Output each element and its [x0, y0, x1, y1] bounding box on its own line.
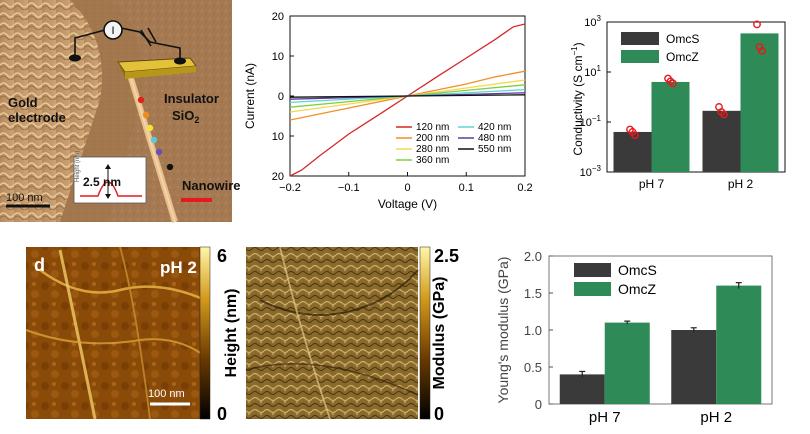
- y-axis-label: Young's modulus (GPa): [495, 257, 511, 404]
- nanowire-label: Nanowire: [182, 178, 241, 193]
- image-scale-label: 100 nm: [6, 192, 43, 204]
- electrode-label: electrode: [8, 110, 66, 125]
- data-point: [669, 79, 677, 88]
- height-colorbar-label: Height (nm): [223, 289, 240, 378]
- measurement-dot: [142, 111, 150, 119]
- legend-label: OmcZ: [666, 50, 699, 64]
- category-label: pH 7: [639, 177, 665, 191]
- x-tick-label: −0.2: [279, 182, 301, 194]
- legend-swatch: [574, 263, 611, 277]
- insulator-label: Insulator: [164, 91, 219, 106]
- category-label: pH 2: [700, 409, 732, 426]
- modulus-bar: [716, 285, 762, 404]
- y-tick-label: 20: [272, 11, 284, 23]
- panel-letter: d: [34, 255, 45, 275]
- condition-label: pH 2: [160, 258, 197, 277]
- iv-chart: −0.2 −0.1 0 0.1 0.2 20 10 0 10 20 Voltage (V) Curre…: [243, 11, 533, 211]
- height-colorbar-min: 0: [217, 404, 227, 424]
- circuit-diagram: [69, 20, 186, 65]
- y-tick-label: 0: [535, 397, 542, 412]
- modulus-bar: [671, 330, 717, 404]
- height-colorbar-max: 6: [217, 246, 227, 266]
- y-axis-label: Current (nA): [243, 63, 257, 129]
- data-point: [720, 110, 728, 119]
- legend-label: 120 nm: [416, 122, 449, 133]
- x-tick-label: 0: [404, 182, 410, 194]
- iv-series-line: [289, 94, 526, 98]
- y-tick-label: 103: [584, 14, 601, 29]
- height-map-scale-label: 100 nm: [148, 388, 185, 400]
- modulus-colorbar: [419, 246, 431, 420]
- height-map-panel: d pH 2 100 nm 6 0 Height (nm): [25, 246, 240, 424]
- y-tick-label: 101: [584, 64, 601, 79]
- y-tick-label: 10: [272, 131, 284, 143]
- measurement-dot: [155, 148, 163, 156]
- data-point: [631, 131, 639, 139]
- legend-label: OmcZ: [618, 281, 657, 297]
- y-tick-label: 20: [272, 171, 284, 183]
- data-point: [753, 20, 761, 29]
- modulus-colorbar-min: 0: [434, 404, 444, 424]
- height-value-label: 2.5 nm: [83, 175, 121, 189]
- gold-label: Gold: [8, 95, 38, 110]
- ammeter-icon: [103, 20, 123, 40]
- modulus-colorbar-max: 2.5: [434, 246, 459, 266]
- legend-swatch: [621, 50, 659, 63]
- legend-label: 200 nm: [416, 133, 449, 144]
- y-tick-label: 2.0: [524, 249, 542, 264]
- conductivity-bar: [702, 110, 741, 172]
- conductivity-bar: [651, 81, 690, 172]
- y-tick-label: 10: [272, 51, 284, 63]
- legend-swatch: [621, 32, 659, 45]
- y-tick-label: 0: [278, 91, 284, 103]
- height-map-image: [26, 247, 210, 419]
- y-axis-label: Conductivity (S cm−1): [570, 42, 585, 155]
- legend-label: OmcS: [666, 32, 699, 46]
- measurement-dot: [137, 96, 145, 104]
- y-tick-label: 1.5: [524, 286, 542, 301]
- y-tick-label: 10−3: [580, 164, 602, 179]
- measurement-dot: [146, 124, 154, 132]
- legend-label: 360 nm: [416, 155, 449, 166]
- height-colorbar: [199, 246, 211, 420]
- modulus-bar: [604, 322, 650, 404]
- x-tick-label: 0.1: [459, 182, 474, 194]
- y-tick-label: 0.5: [524, 360, 542, 375]
- conductivity-chart: 10−3 10−1 101 103 Conductivity (S cm−1) pH 7 p…: [570, 14, 786, 191]
- legend-label: 280 nm: [416, 144, 449, 155]
- youngs-modulus-chart: 0 0.5 1.0 1.5 2.0 Young's modulus (GPa) pH 7 pH…: [495, 249, 773, 426]
- category-label: pH 2: [728, 177, 754, 191]
- battery-icon: [140, 29, 152, 47]
- modulus-map-panel: 2.5 0 Modulus (GPa): [245, 246, 459, 424]
- legend-label: OmcS: [618, 262, 657, 278]
- legend-swatch: [574, 282, 611, 296]
- modulus-map-image: [246, 247, 418, 419]
- data-point: [758, 46, 766, 55]
- y-tick-label: 10−1: [580, 114, 602, 129]
- x-axis-label: Voltage (V): [378, 197, 437, 211]
- category-label: pH 7: [589, 409, 621, 426]
- measurement-dot: [166, 163, 174, 171]
- iv-series-line: [289, 70, 526, 121]
- conductivity-plot-frame: [606, 21, 786, 173]
- measurement-dot: [150, 136, 158, 144]
- y-tick-label: 1.0: [524, 323, 542, 338]
- height-profile-inset: Height (nm) 2.5 nm: [73, 151, 147, 204]
- legend-label: 480 nm: [478, 133, 511, 144]
- meter-label: I: [111, 25, 114, 37]
- modulus-bar: [559, 374, 605, 404]
- measurement-dots: [137, 96, 174, 171]
- conductivity-bar: [613, 131, 652, 172]
- conductivity-bar: [740, 33, 779, 172]
- legend-label: 550 nm: [478, 144, 511, 155]
- inset-axis-label: Height (nm): [75, 151, 81, 182]
- x-tick-label: 0.2: [517, 182, 532, 194]
- device-image-panel: I Gold electrode Insulator SiO2 Nanowire…: [0, 0, 241, 223]
- modulus-colorbar-label: Modulus (GPa): [431, 277, 448, 390]
- x-tick-label: −0.1: [338, 182, 360, 194]
- sio2-label: SiO2: [172, 108, 199, 125]
- legend-label: 420 nm: [478, 122, 511, 133]
